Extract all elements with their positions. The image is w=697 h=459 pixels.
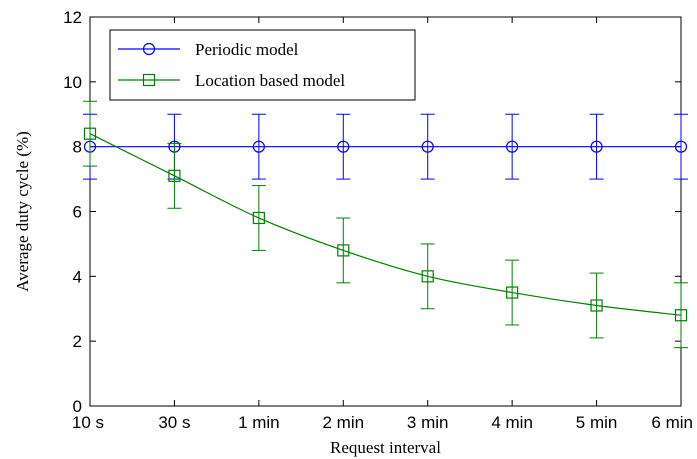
data-point: [506, 286, 519, 299]
data-point: [674, 309, 688, 322]
y-tick-label: 10: [63, 73, 82, 92]
x-tick-label: 1 min: [238, 413, 280, 432]
y-tick-label: 8: [73, 138, 82, 157]
data-point: [252, 211, 265, 225]
x-tick-label: 3 min: [407, 413, 449, 432]
y-tick-label: 6: [73, 203, 82, 222]
data-point: [674, 140, 688, 153]
series-2: [83, 100, 688, 349]
data-point: [83, 127, 97, 140]
y-tick-label: 12: [63, 8, 82, 27]
data-point: [421, 270, 434, 283]
series-group: [83, 100, 688, 349]
y-tick-label: 2: [73, 332, 82, 351]
legend-marker: [142, 73, 156, 87]
axes-group: 0 2 4 6 8 10 12 10 s 30 s 1 min 2 min 3 min 4 min 5 m…: [63, 8, 693, 432]
x-tick-label: 5 min: [576, 413, 618, 432]
legend-label: Periodic model: [195, 40, 299, 59]
legend-label: Location based model: [195, 71, 345, 90]
y-tick-label: 4: [73, 267, 82, 286]
x-tick-label: 2 min: [322, 413, 364, 432]
legend-entry: Periodic model: [118, 40, 299, 59]
x-axis-label: Request interval: [330, 438, 441, 457]
data-point: [168, 169, 181, 182]
series-1: [83, 113, 688, 180]
data-point: [506, 140, 519, 153]
series-line: [89, 133, 682, 316]
legend: Periodic model Location based model: [109, 29, 416, 101]
x-tick-label: 6 min: [651, 413, 693, 432]
data-point: [337, 140, 350, 153]
legend-entry: Location based model: [118, 71, 345, 90]
data-point: [337, 244, 350, 257]
x-tick-label: 10 s: [72, 413, 104, 432]
legend-marker: [142, 42, 156, 56]
legend-box: [109, 29, 416, 101]
data-point: [590, 299, 603, 312]
data-point: [590, 140, 603, 153]
y-tick-label: 0: [73, 397, 82, 416]
data-point: [421, 140, 434, 153]
x-tick-label: 30 s: [158, 413, 190, 432]
data-point: [252, 140, 265, 153]
y-axis-label: Average duty cycle (%): [13, 131, 32, 292]
x-tick-label: 4 min: [491, 413, 533, 432]
